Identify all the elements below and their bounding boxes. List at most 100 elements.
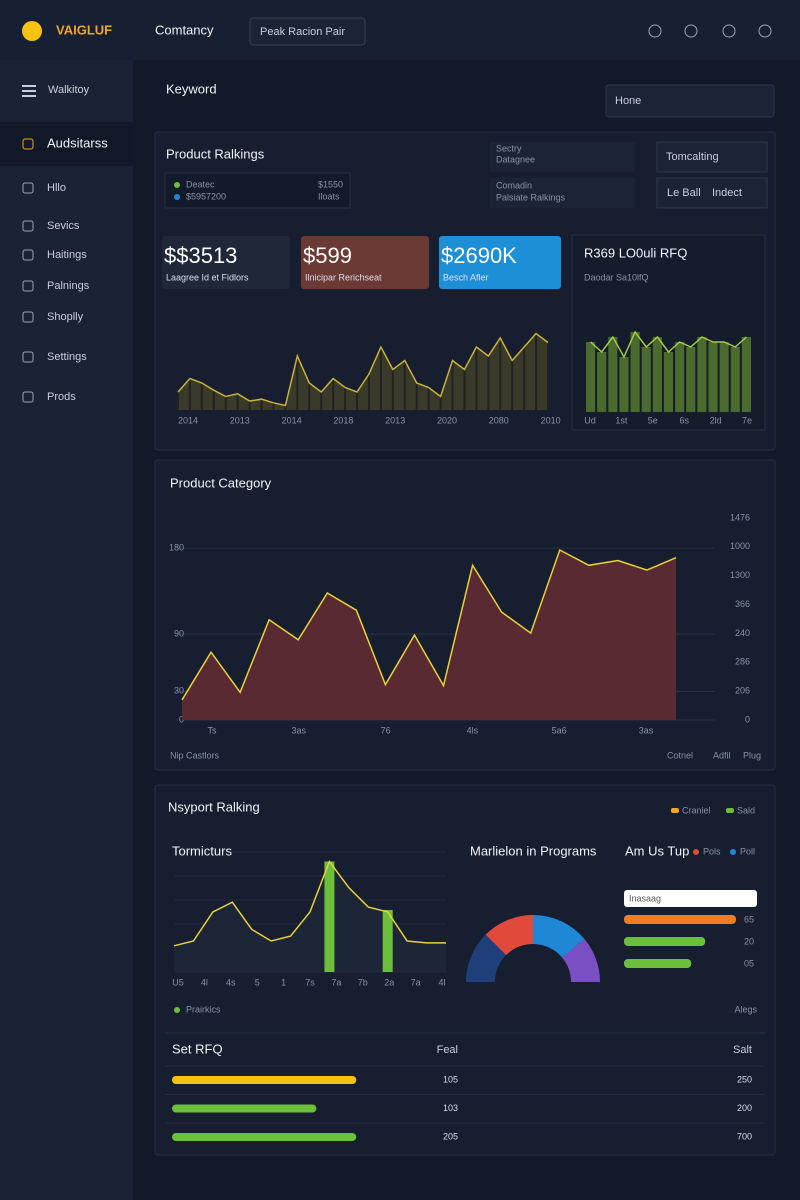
sidebar-item[interactable]: Prods [47, 391, 76, 403]
x-label: 2ld [710, 415, 722, 425]
gauge-segment [533, 915, 585, 958]
search-box[interactable] [249, 17, 366, 46]
panel-title: Product Category [170, 475, 272, 490]
legend-swatch [671, 808, 679, 813]
logo-icon [22, 21, 42, 41]
panel-title: Product Ralkings [166, 146, 265, 161]
bar [741, 337, 751, 412]
kpi-label: Ilnicipar Rerichseat [305, 272, 382, 282]
bar [675, 342, 685, 412]
legend-dot [174, 194, 180, 200]
menu-label[interactable]: Walkitoy [48, 84, 90, 96]
sidebar-item[interactable]: Palnings [47, 280, 90, 292]
filter-value: Palsiate Ralkings [496, 192, 566, 202]
legend-dot [174, 1007, 180, 1013]
gauge-segment [485, 915, 533, 956]
bar [619, 357, 629, 412]
x-label: Alegs [734, 1004, 757, 1014]
logo: VAIGLUF [56, 22, 112, 37]
side-chart: Ud 1st 5e 6s 2ld 7e [584, 330, 752, 425]
legend-name: Pols [703, 846, 721, 856]
legend-box [164, 172, 351, 209]
icon[interactable] [648, 24, 662, 38]
select-text: Tomcalting [666, 151, 719, 163]
legend-name: Sald [737, 805, 755, 815]
kpi-value: $2690K [441, 243, 517, 268]
x-label: 2014 [282, 415, 302, 425]
item-icon [22, 280, 34, 292]
bar [630, 332, 640, 412]
right-label: 0 [745, 714, 750, 724]
side-title: R369 LO0uli RFQ [584, 245, 687, 260]
sidebar-item[interactable]: Hllo [47, 182, 66, 194]
x-label: 2020 [437, 415, 457, 425]
chart-title: Am Us Tup [625, 843, 689, 858]
sidebar-item[interactable]: Audsitarss [47, 135, 108, 150]
item-icon [22, 249, 34, 261]
area [174, 861, 446, 972]
cell: 250 [737, 1074, 752, 1084]
sidebar-items: Audsitarss Hllo Sevics Haitings Palnings Shop… [22, 135, 108, 403]
toolbar [605, 84, 775, 118]
button[interactable]: Indect [712, 187, 742, 199]
bar [324, 861, 335, 972]
bar [708, 342, 718, 412]
sidebar-item[interactable]: Shoplly [47, 311, 84, 323]
button[interactable]: Le Ball [667, 187, 701, 199]
menu-icon [22, 90, 36, 92]
right-label: 240 [735, 628, 750, 638]
bar [730, 347, 740, 412]
menu-icon [22, 85, 36, 87]
kpi-label: Laagree Id et Fidlors [166, 272, 249, 282]
hbar-note: 20 [744, 936, 754, 946]
gauge-segment [465, 934, 507, 982]
kpi-card [301, 236, 429, 289]
item-icon [22, 311, 34, 323]
table-header: Set RFQ [172, 1041, 223, 1056]
sidebar-item[interactable]: Sevics [47, 220, 80, 232]
button-group [656, 177, 768, 209]
sidebar-item[interactable]: Haitings [47, 249, 87, 261]
sidebar-item[interactable]: Settings [47, 351, 87, 363]
chart-title: Tormicturs [172, 843, 232, 858]
area [178, 333, 548, 410]
menu-icon [22, 95, 36, 97]
x-label: 2014 [178, 415, 198, 425]
x-label: 76 [381, 725, 391, 735]
bar [641, 347, 651, 412]
icon[interactable] [722, 24, 736, 38]
filter-label: Sectry [496, 143, 522, 153]
x-label: 7s [305, 977, 315, 987]
nav-link[interactable]: Comtancy [155, 22, 214, 37]
x-label: 2010 [541, 415, 561, 425]
select[interactable] [656, 141, 768, 173]
x-label: Ts [208, 725, 218, 735]
right-label: 1300 [730, 570, 750, 580]
x-label: 7a [331, 977, 341, 987]
icon[interactable] [684, 24, 698, 38]
cell: 105 [443, 1074, 458, 1084]
x-label: 2080 [489, 415, 509, 425]
line [181, 548, 677, 701]
x-label: 4l [201, 977, 208, 987]
kpi-card [439, 236, 561, 289]
legend-name: Craniel [682, 805, 711, 815]
footer-link[interactable]: Plug [743, 750, 761, 760]
filter[interactable] [490, 178, 635, 208]
x-label: 7e [742, 415, 752, 425]
footer-link[interactable]: Cotnel [667, 750, 693, 760]
footer-link[interactable]: Adfil [713, 750, 731, 760]
right-label: 206 [735, 686, 750, 696]
x-label: 4ls [467, 725, 479, 735]
filter-value: Datagnee [496, 154, 535, 164]
trend-chart: 2014 2013 2014 2018 2013 2020 2080 2010 [177, 332, 561, 425]
filter[interactable] [490, 142, 635, 172]
x-label: 6s [679, 415, 689, 425]
input[interactable] [624, 890, 757, 907]
kpi-card [162, 236, 290, 289]
legend-swatch [726, 808, 734, 813]
home-button[interactable]: Hone [615, 95, 641, 107]
item-icon [22, 138, 34, 150]
icon[interactable] [758, 24, 772, 38]
